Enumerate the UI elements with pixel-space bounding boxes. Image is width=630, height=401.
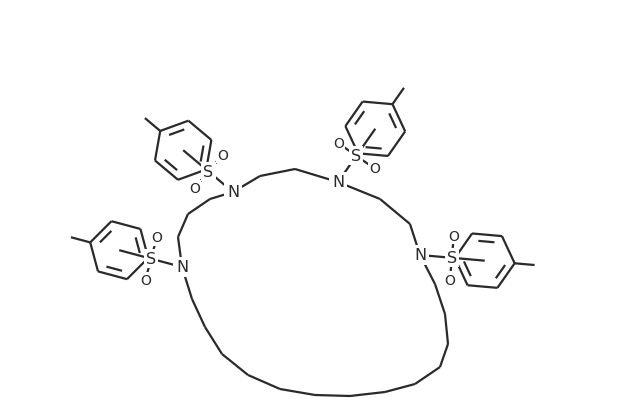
- Text: S: S: [203, 164, 214, 180]
- Text: S: S: [146, 251, 156, 267]
- Text: N: N: [227, 185, 239, 200]
- Text: O: O: [369, 162, 380, 176]
- Text: N: N: [332, 175, 344, 190]
- Text: N: N: [176, 260, 188, 275]
- Text: O: O: [333, 137, 344, 151]
- Text: S: S: [352, 149, 362, 164]
- Text: O: O: [449, 229, 459, 243]
- Text: N: N: [414, 248, 426, 263]
- Text: O: O: [151, 231, 162, 245]
- Text: O: O: [217, 148, 228, 162]
- Text: S: S: [447, 251, 457, 265]
- Text: O: O: [189, 182, 200, 196]
- Text: O: O: [140, 273, 151, 287]
- Text: O: O: [445, 273, 455, 287]
